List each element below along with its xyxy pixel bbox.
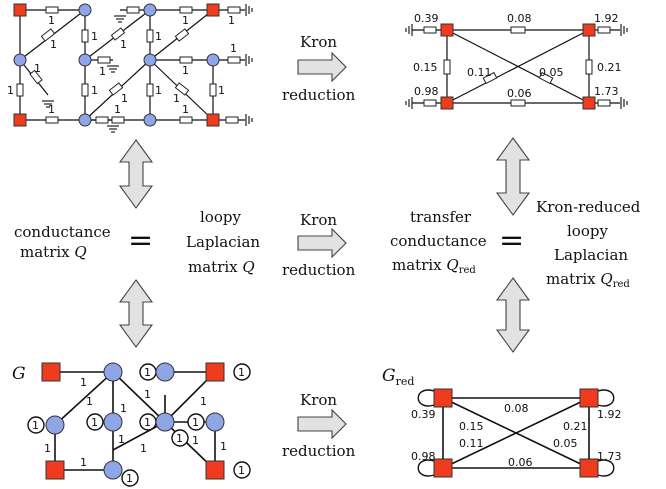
svg-text:1: 1 bbox=[99, 65, 106, 78]
graph-g: G bbox=[12, 362, 251, 487]
svg-text:conductance: conductance bbox=[390, 232, 487, 250]
svg-text:1: 1 bbox=[218, 84, 225, 97]
svg-text:1: 1 bbox=[80, 376, 87, 389]
svg-text:Kron: Kron bbox=[300, 391, 337, 409]
svg-text:0.05: 0.05 bbox=[553, 437, 578, 450]
svg-text:0.11: 0.11 bbox=[459, 437, 484, 450]
svg-text:conductance: conductance bbox=[14, 223, 111, 241]
kron-arrow-bottom: Kron reduction bbox=[282, 391, 356, 460]
svg-text:1: 1 bbox=[192, 434, 199, 447]
svg-text:1: 1 bbox=[121, 92, 128, 105]
top-right-reduced-circuit: 0.39 0.08 1.92 0.15 0.11 0.05 0.21 0.98 … bbox=[405, 12, 628, 110]
svg-text:1: 1 bbox=[34, 62, 41, 75]
svg-text:1: 1 bbox=[144, 416, 151, 429]
svg-text:1: 1 bbox=[44, 442, 51, 455]
svg-text:0.15: 0.15 bbox=[459, 420, 484, 433]
svg-text:0.08: 0.08 bbox=[507, 12, 532, 25]
svg-text:reduction: reduction bbox=[282, 86, 356, 104]
double-arrow-right-bottom bbox=[495, 277, 531, 353]
svg-text:1: 1 bbox=[228, 14, 235, 27]
svg-text:1: 1 bbox=[173, 92, 180, 105]
svg-text:1.92: 1.92 bbox=[594, 12, 619, 25]
svg-text:1: 1 bbox=[48, 14, 55, 27]
svg-text:matrix Q: matrix Q bbox=[20, 243, 87, 261]
svg-text:0.06: 0.06 bbox=[507, 87, 532, 100]
double-arrow-left-bottom bbox=[118, 279, 154, 348]
equals-sign-right: = bbox=[499, 223, 524, 258]
loopy-laplacian-label: loopy Laplacian matrix Q bbox=[186, 208, 260, 276]
svg-text:matrix Qred: matrix Qred bbox=[392, 256, 476, 276]
svg-text:1: 1 bbox=[144, 388, 151, 401]
svg-text:Kron-reduced: Kron-reduced bbox=[536, 198, 641, 216]
svg-text:loopy: loopy bbox=[200, 208, 241, 226]
svg-text:0.06: 0.06 bbox=[508, 456, 533, 469]
svg-text:1: 1 bbox=[120, 402, 127, 415]
svg-text:1: 1 bbox=[155, 30, 162, 43]
svg-text:0.05: 0.05 bbox=[539, 66, 564, 79]
svg-text:1: 1 bbox=[176, 432, 183, 445]
kron-arrow-middle: Kron reduction bbox=[282, 211, 356, 279]
svg-text:1: 1 bbox=[32, 419, 39, 432]
svg-text:0.21: 0.21 bbox=[563, 420, 588, 433]
svg-text:1: 1 bbox=[230, 42, 237, 55]
svg-text:transfer: transfer bbox=[410, 208, 472, 226]
kron-reduced-laplacian-label: Kron-reduced loopy Laplacian matrix Qred bbox=[536, 198, 641, 290]
svg-text:0.98: 0.98 bbox=[414, 85, 439, 98]
svg-text:1: 1 bbox=[91, 30, 98, 43]
svg-text:0.98: 0.98 bbox=[411, 450, 436, 463]
svg-text:1: 1 bbox=[114, 103, 121, 116]
svg-text:G: G bbox=[12, 364, 26, 384]
conductance-matrix-label: conductance matrix Q bbox=[14, 223, 111, 261]
svg-text:1.92: 1.92 bbox=[597, 408, 622, 421]
svg-text:1: 1 bbox=[182, 64, 189, 77]
svg-text:1: 1 bbox=[91, 84, 98, 97]
svg-text:1: 1 bbox=[144, 366, 151, 379]
svg-text:1: 1 bbox=[120, 38, 127, 51]
svg-text:1: 1 bbox=[118, 433, 125, 446]
svg-text:Gred: Gred bbox=[382, 366, 414, 388]
svg-text:0.39: 0.39 bbox=[411, 408, 436, 421]
svg-text:1: 1 bbox=[91, 416, 98, 429]
svg-text:loopy: loopy bbox=[567, 222, 608, 240]
svg-text:Laplacian: Laplacian bbox=[186, 233, 260, 251]
svg-text:matrix Q: matrix Q bbox=[188, 258, 255, 276]
svg-text:0.11: 0.11 bbox=[467, 66, 492, 79]
svg-text:Laplacian: Laplacian bbox=[554, 246, 628, 264]
svg-text:0.15: 0.15 bbox=[413, 61, 438, 74]
svg-text:Kron: Kron bbox=[300, 33, 337, 51]
graph-g-red: Gred 0.39 0.08 1.92 0.15 0.21 0.11 0.05 … bbox=[382, 366, 622, 478]
svg-text:1: 1 bbox=[48, 103, 55, 116]
svg-text:Kron: Kron bbox=[300, 211, 337, 229]
double-arrow-right-top bbox=[495, 137, 531, 216]
svg-text:0.08: 0.08 bbox=[504, 402, 529, 415]
top-left-circuit: 1 1 1 1 1 1 1 1 1 1 1 1 1 1 1 1 1 1 1 1 bbox=[7, 3, 253, 133]
svg-text:1: 1 bbox=[238, 464, 245, 477]
svg-text:1.73: 1.73 bbox=[594, 85, 619, 98]
svg-text:1: 1 bbox=[238, 366, 245, 379]
equals-sign-left: = bbox=[128, 223, 153, 258]
svg-text:1: 1 bbox=[50, 38, 57, 51]
svg-text:0.21: 0.21 bbox=[597, 61, 622, 74]
double-arrow-left-top bbox=[118, 139, 154, 209]
svg-text:0.39: 0.39 bbox=[414, 12, 439, 25]
svg-text:1: 1 bbox=[200, 395, 207, 408]
svg-text:1: 1 bbox=[182, 103, 189, 116]
svg-text:1: 1 bbox=[140, 442, 147, 455]
svg-text:1: 1 bbox=[220, 440, 227, 453]
svg-text:1: 1 bbox=[155, 84, 162, 97]
svg-text:1: 1 bbox=[7, 84, 14, 97]
svg-text:1: 1 bbox=[126, 472, 133, 485]
kron-arrow-top: Kron reduction bbox=[282, 33, 356, 104]
svg-text:matrix Qred: matrix Qred bbox=[546, 270, 630, 290]
svg-text:1: 1 bbox=[182, 14, 189, 27]
svg-text:reduction: reduction bbox=[282, 261, 356, 279]
svg-text:1: 1 bbox=[86, 395, 93, 408]
transfer-conductance-label: transfer conductance matrix Qred bbox=[390, 208, 487, 276]
svg-text:1: 1 bbox=[192, 416, 199, 429]
svg-text:1.73: 1.73 bbox=[597, 450, 622, 463]
svg-text:reduction: reduction bbox=[282, 442, 356, 460]
svg-text:1: 1 bbox=[80, 456, 87, 469]
